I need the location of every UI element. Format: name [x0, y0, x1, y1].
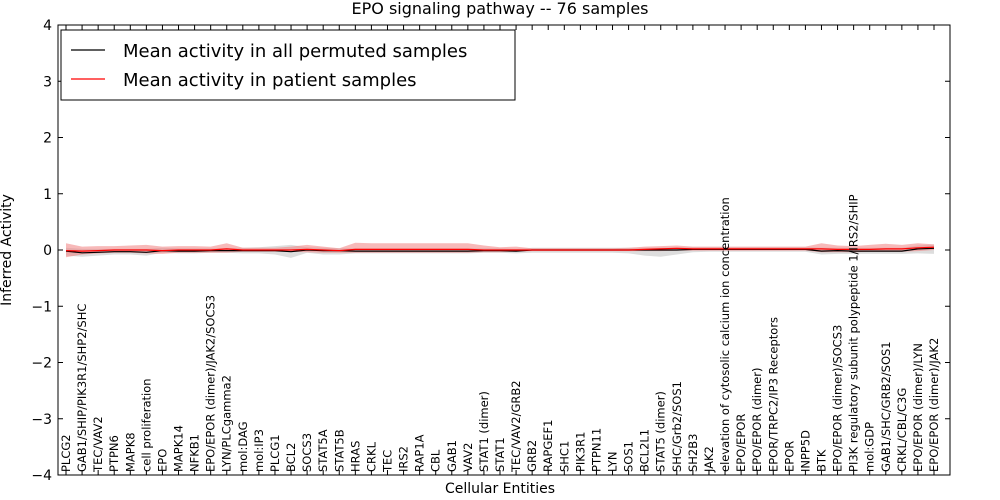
x-axis-label: Cellular Entities — [445, 481, 555, 497]
y-tick-label: −3 — [31, 412, 52, 428]
x-tick-label: PLCG1 — [268, 434, 282, 472]
x-tick-label: mol:GDP — [863, 422, 877, 472]
x-tick-label: STAT5A — [316, 429, 330, 472]
x-tick-label: SH2B3 — [686, 434, 700, 472]
y-tick-label: 3 — [43, 74, 52, 90]
x-tick-label: TEC/VAV2 — [91, 416, 105, 473]
x-tick-label: PTPN11 — [589, 428, 603, 472]
x-tick-label: GAB1/SHIP/PIK3R1/SHP2/SHC — [75, 304, 89, 472]
x-tick-label: RAPGEF1 — [541, 420, 555, 472]
x-tick-label: RAP1A — [413, 434, 427, 472]
x-tick-label: GAB1/SHC/GRB2/SOS1 — [879, 341, 893, 472]
x-tick-label: PLCG2 — [59, 434, 73, 472]
x-tick-label: SHC/Grb2/SOS1 — [670, 381, 684, 472]
x-tick-label: CRKL/CBL/C3G — [895, 388, 909, 472]
x-tick-label: EPO/EPOR (dimer) — [750, 368, 764, 473]
x-tick-label: GRB2 — [525, 440, 539, 472]
x-tick-label: elevation of cytosolic calcium ion conce… — [718, 197, 732, 472]
x-tick-label: VAV2 — [461, 443, 475, 472]
x-tick-label: LYN/PLCgamma2 — [220, 375, 234, 472]
y-tick-label: −2 — [31, 356, 52, 372]
x-tick-label: CBL — [429, 449, 443, 472]
x-tick-label: JAK2 — [702, 446, 716, 473]
x-tick-label: SHC1 — [557, 441, 571, 472]
x-tick-label: TEC — [381, 450, 395, 473]
x-tick-label: GAB1 — [445, 440, 459, 472]
x-tick-label: BCL2L1 — [638, 429, 652, 472]
x-tick-label: CRKL — [364, 441, 378, 472]
x-tick-label: TEC/VAV2/GRB2 — [509, 380, 523, 473]
x-tick-label: IRS2 — [397, 446, 411, 472]
y-axis: −4 −3 −2 −1 0 1 2 3 4 — [31, 18, 950, 484]
x-tick-label: cell proliferation — [139, 378, 153, 472]
x-tick-label: BCL2 — [284, 443, 298, 472]
legend: Mean activity in all permuted samples Me… — [60, 29, 516, 101]
x-tick-label: STAT1 (dimer) — [477, 391, 491, 472]
y-tick-label: −4 — [31, 468, 52, 484]
x-tick-label: HRAS — [348, 441, 362, 472]
y-axis-label: Inferred Activity — [0, 194, 15, 306]
y-tick-label: 4 — [43, 18, 52, 34]
legend-label-permuted: Mean activity in all permuted samples — [123, 41, 467, 62]
x-tick-label: EPO/EPOR (dimer)/LYN — [911, 343, 925, 472]
legend-box — [60, 29, 516, 101]
x-tick-label: INPP5D — [798, 430, 812, 472]
x-tick-label: SOCS3 — [300, 433, 314, 472]
x-tick-label: EPO/EPOR (dimer)/JAK2/SOCS3 — [204, 295, 218, 472]
x-tick-label: EPO/EPOR (dimer)/SOCS3 — [831, 325, 845, 472]
x-tick-label: MAPK8 — [123, 432, 137, 472]
chart-title: EPO signaling pathway -- 76 samples — [352, 0, 649, 18]
y-tick-label: −1 — [31, 299, 52, 315]
x-tick-label: EPOR — [782, 441, 796, 472]
x-tick-label: PIK3R1 — [573, 432, 587, 473]
x-tick-label: BTK — [815, 449, 829, 472]
x-tick-label: STAT5B — [332, 429, 346, 472]
x-tick-label: LYN — [606, 451, 620, 472]
x-axis: PLCG2 GAB1/SHIP/PIK3R1/SHP2/SHC TEC/VAV2 PT… — [59, 25, 941, 475]
x-tick-label: PTPN6 — [107, 435, 121, 472]
y-tick-label: 1 — [43, 187, 52, 203]
y-tick-label: 2 — [43, 131, 52, 147]
x-tick-label: MAPK14 — [172, 425, 186, 472]
x-tick-label: PI3K regulatory subunit polypeptide 1/IR… — [847, 194, 861, 472]
x-tick-label: STAT1 — [493, 437, 507, 472]
series-lines — [65, 246, 935, 254]
legend-label-patient: Mean activity in patient samples — [123, 70, 417, 91]
series-line-patient — [65, 246, 935, 252]
y-tick-label: 0 — [43, 243, 52, 259]
x-tick-label: EPO — [155, 449, 169, 472]
x-tick-label: mol:IP3 — [252, 429, 266, 472]
x-tick-label: EPO/EPOR (dimer)/JAK2 — [927, 338, 941, 472]
x-tick-label: NFKB1 — [188, 434, 202, 472]
x-tick-label: EPO/EPOR — [734, 414, 748, 472]
x-tick-label: SOS1 — [622, 441, 636, 472]
x-tick-label: EPOR/TRPC2/IP3 Receptors — [766, 317, 780, 472]
x-tick-label: mol:DAG — [236, 421, 250, 472]
x-tick-label: STAT5 (dimer) — [654, 391, 668, 472]
